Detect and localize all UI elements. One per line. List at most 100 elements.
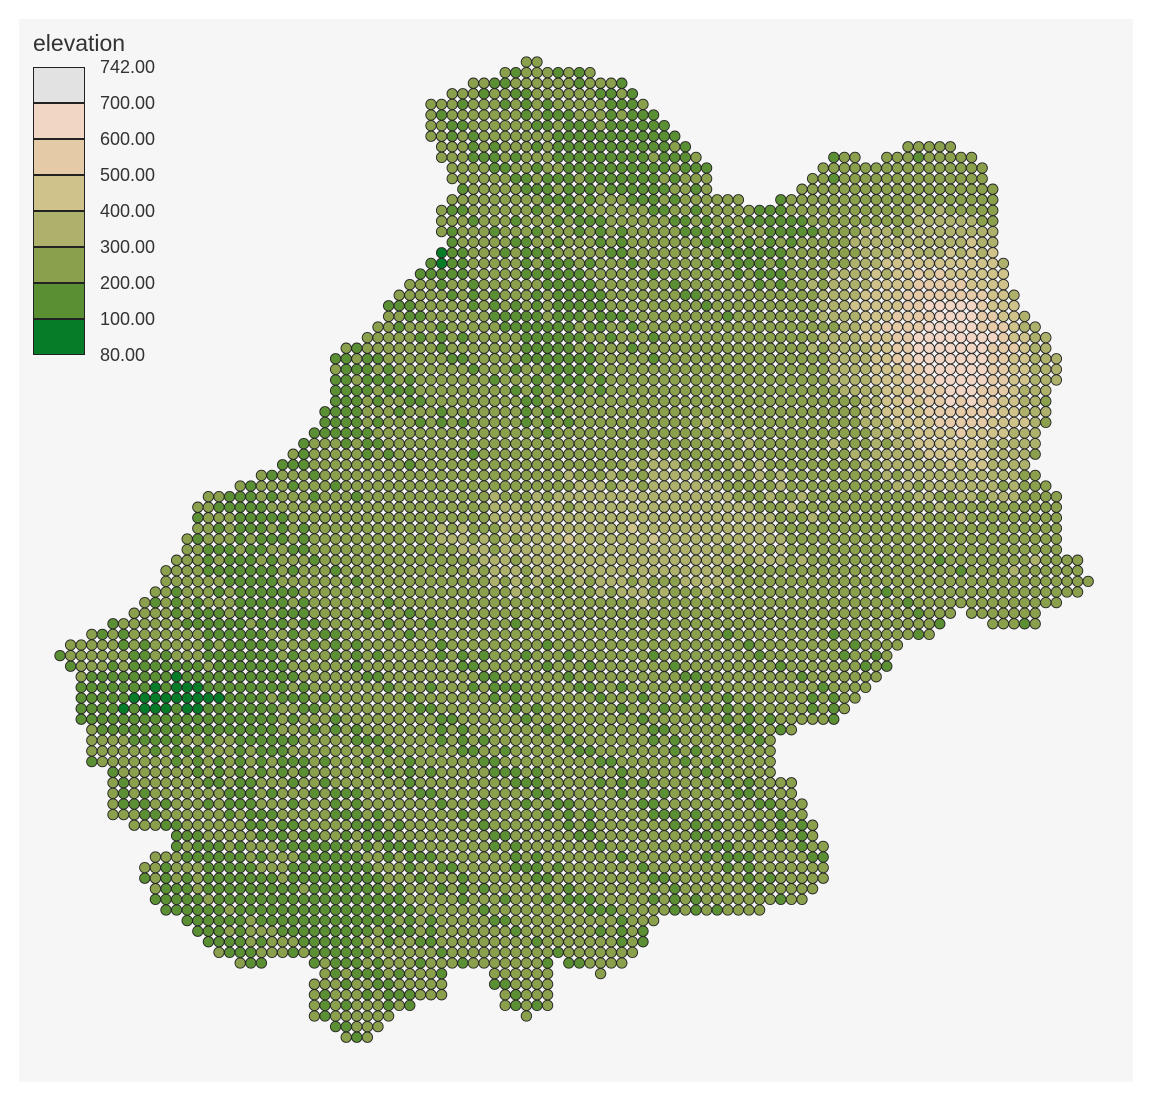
- elevation-point: [594, 257, 607, 270]
- elevation-point: [276, 893, 289, 906]
- elevation-point: [955, 543, 967, 556]
- elevation-point: [563, 798, 575, 810]
- elevation-point: [658, 533, 670, 545]
- elevation-point: [393, 543, 405, 556]
- elevation-point: [404, 745, 416, 757]
- elevation-point: [520, 851, 533, 863]
- elevation-point: [435, 660, 448, 672]
- elevation-point: [467, 469, 480, 482]
- elevation-point: [340, 851, 352, 863]
- elevation-point: [223, 893, 236, 906]
- elevation-point: [796, 649, 808, 662]
- elevation-point: [414, 533, 427, 545]
- elevation-point: [128, 639, 140, 651]
- elevation-point: [605, 872, 617, 884]
- elevation-point: [658, 469, 670, 482]
- elevation-point: [626, 586, 639, 598]
- elevation-point: [245, 543, 257, 556]
- elevation-point: [404, 321, 416, 333]
- elevation-point: [510, 628, 522, 641]
- elevation-point: [435, 819, 448, 831]
- elevation-point: [1050, 374, 1063, 386]
- elevation-point: [658, 851, 670, 863]
- elevation-point: [414, 501, 427, 513]
- elevation-point: [425, 406, 437, 418]
- elevation-point: [446, 151, 458, 164]
- elevation-point: [160, 819, 172, 831]
- elevation-point: [658, 628, 670, 641]
- elevation-point: [404, 512, 416, 524]
- elevation-point: [881, 480, 893, 492]
- elevation-point: [722, 808, 734, 821]
- elevation-point: [287, 448, 299, 460]
- elevation-point: [669, 236, 681, 248]
- elevation-point: [192, 554, 204, 566]
- elevation-point: [457, 300, 469, 312]
- elevation-point: [202, 777, 215, 789]
- elevation-point: [711, 734, 723, 747]
- elevation-point: [690, 162, 702, 174]
- elevation-point: [616, 777, 628, 789]
- elevation-point: [743, 437, 755, 450]
- elevation-point: [573, 787, 586, 800]
- elevation-point: [488, 490, 501, 503]
- elevation-point: [287, 724, 299, 736]
- elevation-point: [467, 766, 480, 778]
- elevation-point: [859, 236, 872, 248]
- elevation-point: [902, 151, 914, 164]
- elevation-point: [658, 893, 670, 906]
- elevation-point: [510, 236, 522, 248]
- elevation-point: [679, 893, 692, 906]
- elevation-point: [849, 639, 861, 651]
- elevation-point: [425, 596, 437, 609]
- elevation-point: [170, 660, 183, 672]
- elevation-point: [329, 406, 342, 418]
- elevation-point: [796, 225, 808, 238]
- elevation-point: [488, 363, 501, 376]
- elevation-point: [117, 692, 130, 704]
- elevation-point: [541, 575, 554, 588]
- elevation-point: [965, 437, 978, 450]
- elevation-point: [531, 872, 543, 884]
- elevation-point: [531, 162, 543, 174]
- elevation-point: [976, 406, 988, 418]
- elevation-point: [796, 501, 808, 513]
- elevation-point: [902, 278, 914, 291]
- elevation-point: [722, 649, 734, 662]
- elevation-point: [308, 724, 321, 736]
- elevation-point: [859, 384, 872, 397]
- elevation-point: [340, 565, 352, 577]
- elevation-point: [626, 204, 639, 217]
- elevation-point: [329, 872, 342, 884]
- elevation-point: [955, 172, 967, 185]
- elevation-point: [785, 310, 798, 323]
- elevation-point: [700, 215, 713, 227]
- elevation-point: [637, 893, 649, 906]
- elevation-point: [764, 501, 776, 513]
- elevation-point: [340, 861, 352, 874]
- elevation-point: [817, 310, 829, 323]
- elevation-point: [881, 459, 893, 471]
- elevation-point: [594, 480, 607, 492]
- elevation-point: [722, 437, 734, 450]
- elevation-point: [351, 787, 363, 800]
- elevation-point: [934, 448, 946, 460]
- elevation-point: [287, 671, 299, 683]
- elevation-point: [446, 321, 458, 333]
- elevation-point: [192, 565, 204, 577]
- elevation-point: [806, 459, 819, 471]
- elevation-point: [955, 384, 967, 397]
- elevation-point: [266, 618, 278, 630]
- elevation-point: [425, 777, 437, 789]
- elevation-point: [976, 469, 988, 482]
- elevation-point: [329, 904, 342, 916]
- elevation-point: [213, 618, 225, 630]
- elevation-point: [700, 437, 713, 450]
- elevation-point: [499, 819, 511, 831]
- elevation-point: [1018, 384, 1031, 397]
- elevation-point: [499, 777, 511, 789]
- elevation-point: [732, 363, 745, 376]
- elevation-point: [690, 533, 702, 545]
- elevation-point: [785, 840, 798, 853]
- elevation-point: [160, 766, 172, 778]
